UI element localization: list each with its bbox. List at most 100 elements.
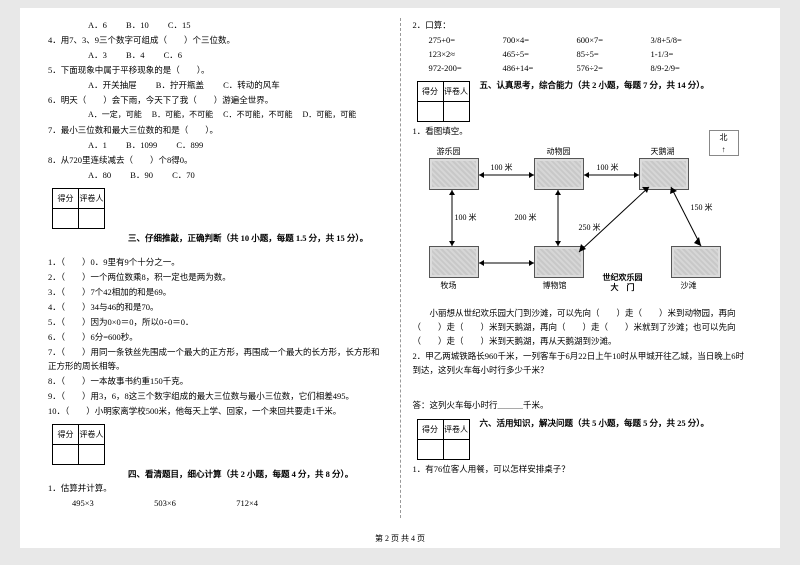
score-table-3: 得分 评卷人 <box>52 188 105 229</box>
label-youleyuan: 游乐园 <box>437 146 461 157</box>
score-cell: 得分 <box>417 82 443 102</box>
opt: C．899 <box>176 140 203 150</box>
q7-options: A．1 B．1099 C．899 <box>48 138 388 152</box>
dist-100c: 100 米 <box>455 212 477 223</box>
s4q1-items: 495×3 503×6 712×4 <box>48 496 388 510</box>
opt: B．1099 <box>126 140 157 150</box>
calc-cell: 1-1/3= <box>651 47 725 61</box>
dist-100a: 100 米 <box>491 162 513 173</box>
edge-7 <box>479 260 534 266</box>
section-6-title: 六、活用知识，解决问题（共 5 小题，每题 5 分，共 25 分）。 <box>470 413 710 429</box>
score-table-4: 得分 评卷人 <box>52 424 105 465</box>
tf-6: 6．（ ）6分=600秒。 <box>48 330 388 344</box>
tf-9: 9．（ ）用3，6，8这三个数字组成的最大三位数与最小三位数，它们相差495。 <box>48 389 388 403</box>
opt: A．3 <box>88 50 107 60</box>
q4: 4．用7、3、9三个数字可组成（ ）个三位数。 <box>48 33 388 47</box>
calc-cell: 576÷2= <box>577 61 651 75</box>
q8-options: A．80 B．90 C．70 <box>48 168 388 182</box>
opt: B．可能，不可能 <box>152 110 213 119</box>
map-figure: 北↑ 游乐园 动物园 天鹅湖 牧场 博物馆 沙滩 世纪欢乐园 大 门 100 米 <box>419 142 739 302</box>
page-footer: 第 2 页 共 4 页 <box>20 533 780 544</box>
s5q1: 1．看图填空。 <box>413 124 753 138</box>
calc-row-3: 972-200= 486+14= 576÷2= 8/9-2/9= <box>413 61 753 75</box>
right-column: 2．口算： 275+0= 700×4= 600×7= 3/8+5/8= 123×… <box>405 18 761 528</box>
score-cell: 得分 <box>53 189 79 209</box>
tf-4: 4．（ ）34与46的和是70。 <box>48 300 388 314</box>
label-muchang: 牧场 <box>441 280 457 291</box>
tf-5: 5．（ ）因为0×0＝0，所以0÷0＝0． <box>48 315 388 329</box>
calc-item: 503×6 <box>154 496 234 510</box>
tf-10: 10．（ ）小明家离学校500米，他每天上学、回家，一个来回共要走1千米。 <box>48 404 388 418</box>
tf-7: 7．（ ）用同一条铁丝先围成一个最大的正方形，再围成一个最大的长方形，长方形和正… <box>48 345 388 373</box>
s5q2-ans: 答：这列火车每小时行＿＿＿千米。 <box>413 398 753 412</box>
calc-cell: 123×2≈ <box>429 47 503 61</box>
grader-cell: 评卷人 <box>443 420 469 440</box>
q6: 6．明天（ ）会下雨，今天下了我（ ）游遍全世界。 <box>48 93 388 107</box>
opt: A．开关抽屉 <box>88 80 137 90</box>
north-indicator: 北↑ <box>709 130 739 156</box>
opt: B．10 <box>126 20 149 30</box>
dist-200a: 200 米 <box>515 212 537 223</box>
opt: B．90 <box>130 170 153 180</box>
img-youleyuan <box>429 158 479 190</box>
score-cell: 得分 <box>53 425 79 445</box>
calc-cell: 465÷5= <box>503 47 577 61</box>
opt: A．1 <box>88 140 107 150</box>
column-divider <box>400 18 401 518</box>
calc-item: 495×3 <box>72 496 152 510</box>
q3-options: A．6 B．10 C．15 <box>48 18 388 32</box>
calc-item: 712×4 <box>236 496 316 510</box>
calc-cell: 275+0= <box>429 33 503 47</box>
left-column: A．6 B．10 C．15 4．用7、3、9三个数字可组成（ ）个三位数。 A．… <box>40 18 396 528</box>
calc-cell: 85÷5= <box>577 47 651 61</box>
opt: C．不可能，不可能 <box>223 110 292 119</box>
dist-100b: 100 米 <box>597 162 619 173</box>
tf-2: 2．（ ）一个两位数乘8，积一定也是两为数。 <box>48 270 388 284</box>
calc-row-1: 275+0= 700×4= 600×7= 3/8+5/8= <box>413 33 753 47</box>
grader-cell: 评卷人 <box>79 425 105 445</box>
opt: B．拧开瓶盖 <box>156 80 204 90</box>
edge-5 <box>574 182 654 258</box>
q4-options: A．3 B．4 C．6 <box>48 48 388 62</box>
label-bowuguan: 博物馆 <box>543 280 567 291</box>
q7: 7．最小三位数和最大三位数的和是（ ）。 <box>48 123 388 137</box>
dist-150: 150 米 <box>691 202 713 213</box>
opt: A．一定，可能 <box>88 110 142 119</box>
score-cell: 得分 <box>417 420 443 440</box>
calc-cell: 8/9-2/9= <box>651 61 725 75</box>
calc-cell: 3/8+5/8= <box>651 33 725 47</box>
edge-6 <box>667 182 707 252</box>
tf-1: 1．（ ）0．9里有9个十分之一。 <box>48 255 388 269</box>
img-muchang <box>429 246 479 278</box>
s4q1: 1．估算并计算。 <box>48 481 388 495</box>
s4q2: 2．口算： <box>413 18 753 32</box>
tf-8: 8．（ ）一本故事书约重150千克。 <box>48 374 388 388</box>
q5-options: A．开关抽屉 B．拧开瓶盖 C．转动的风车 <box>48 78 388 92</box>
label-dongwuyuan: 动物园 <box>547 146 571 157</box>
q6-options: A．一定，可能 B．可能，不可能 C．不可能，不可能 D．可能，可能 <box>48 108 388 122</box>
grader-cell: 评卷人 <box>79 189 105 209</box>
opt: B．4 <box>126 50 144 60</box>
q5: 5．下面现象中属于平移现象的是（ ）。 <box>48 63 388 77</box>
section-4-title: 四、看清题目，细心计算（共 2 小题，每题 4 分，共 8 分）。 <box>48 467 388 481</box>
s6q1: 1．有76位客人用餐，可以怎样安排桌子？ <box>413 462 753 476</box>
calc-row-2: 123×2≈ 465÷5= 85÷5= 1-1/3= <box>413 47 753 61</box>
grader-cell: 评卷人 <box>443 82 469 102</box>
calc-cell: 600×7= <box>577 33 651 47</box>
opt: D．可能，可能 <box>302 110 356 119</box>
opt: C．转动的风车 <box>223 80 280 90</box>
exam-page: A．6 B．10 C．15 4．用7、3、9三个数字可组成（ ）个三位数。 A．… <box>20 8 780 548</box>
tf-3: 3．（ ）7个42相加的和是69。 <box>48 285 388 299</box>
north-label: 北 <box>720 133 728 142</box>
q8: 8．从720里连续减去（ ）个8得0。 <box>48 153 388 167</box>
opt: C．6 <box>164 50 182 60</box>
opt: C．70 <box>172 170 195 180</box>
s5q1-body: 小丽想从世纪欢乐园大门到沙滩，可以先向（ ）走（ ）米到动物园，再向（ ）走（ … <box>413 306 753 348</box>
section-5-title: 五、认真思考，综合能力（共 2 小题，每题 7 分，共 14 分）。 <box>470 75 710 91</box>
score-table-6: 得分 评卷人 <box>417 419 470 460</box>
label-tianehu: 天鹅湖 <box>651 146 675 157</box>
edge-4 <box>555 190 561 246</box>
opt: A．6 <box>88 20 107 30</box>
opt: C．15 <box>168 20 191 30</box>
score-table-5: 得分 评卷人 <box>417 81 470 122</box>
